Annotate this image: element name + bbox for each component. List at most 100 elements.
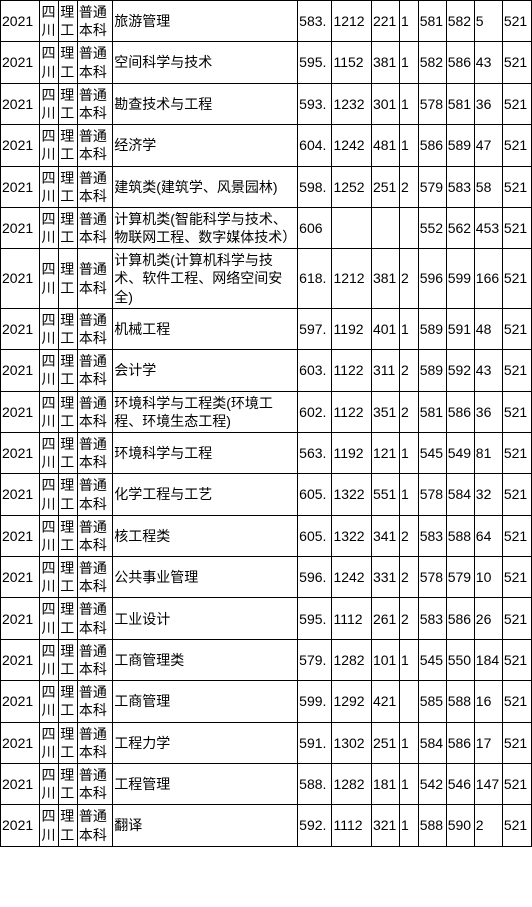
cell-c5: 582 [418, 42, 446, 83]
cell-c6: 550 [446, 639, 474, 680]
cell-c3: 251 [371, 722, 399, 763]
cell-prov: 四川 [40, 207, 59, 248]
cell-c4: 1 [399, 722, 418, 763]
cell-c4: 2 [399, 249, 418, 309]
cell-c7: 64 [474, 515, 502, 556]
cell-prov: 四川 [40, 125, 59, 166]
cell-c1: 602. [298, 391, 332, 432]
cell-year: 2021 [1, 42, 40, 83]
cell-batch: 普通本科 [77, 598, 112, 639]
cell-c3: 101 [371, 639, 399, 680]
cell-batch: 普通本科 [77, 125, 112, 166]
table-row: 2021四川理工普通本科工业设计595.1112261258358626521 [1, 598, 532, 639]
cell-c2: 1242 [332, 557, 371, 598]
cell-c6: 588 [446, 681, 474, 722]
cell-c5: 584 [418, 722, 446, 763]
cell-c1: 593. [298, 83, 332, 124]
cell-c7: 43 [474, 350, 502, 391]
cell-c3: 121 [371, 432, 399, 473]
cell-c4 [399, 207, 418, 248]
table-row: 2021四川理工普通本科会计学603.1122311258959243521 [1, 350, 532, 391]
cell-c7: 36 [474, 83, 502, 124]
cell-c8: 521 [502, 805, 531, 846]
table-row: 2021四川理工普通本科空间科学与技术595.11523811582586435… [1, 42, 532, 83]
cell-c4 [399, 681, 418, 722]
cell-c2 [332, 207, 371, 248]
table-row: 2021四川理工普通本科经济学604.1242481158658947521 [1, 125, 532, 166]
cell-major: 建筑类(建筑学、风景园林) [113, 166, 298, 207]
cell-batch: 普通本科 [77, 557, 112, 598]
table-row: 2021四川理工普通本科工商管理类579.1282101154555018452… [1, 639, 532, 680]
cell-c1: 604. [298, 125, 332, 166]
cell-sci: 理工 [59, 763, 78, 804]
cell-prov: 四川 [40, 308, 59, 349]
cell-prov: 四川 [40, 598, 59, 639]
cell-c7: 147 [474, 763, 502, 804]
cell-batch: 普通本科 [77, 474, 112, 515]
cell-c6: 581 [446, 83, 474, 124]
cell-c6: 583 [446, 166, 474, 207]
table-row: 2021四川理工普通本科翻译592.111232115885902521 [1, 805, 532, 846]
cell-c3: 261 [371, 598, 399, 639]
cell-c1: 605. [298, 474, 332, 515]
cell-c8: 521 [502, 432, 531, 473]
cell-c3: 481 [371, 125, 399, 166]
cell-year: 2021 [1, 125, 40, 166]
cell-major: 工程管理 [113, 763, 298, 804]
cell-sci: 理工 [59, 598, 78, 639]
cell-c6: 592 [446, 350, 474, 391]
cell-prov: 四川 [40, 391, 59, 432]
table-row: 2021四川理工普通本科计算机类(智能科学与技术、物联网工程、数字媒体技术）60… [1, 207, 532, 248]
cell-prov: 四川 [40, 432, 59, 473]
cell-c6: 586 [446, 42, 474, 83]
cell-c7: 48 [474, 308, 502, 349]
cell-year: 2021 [1, 1, 40, 42]
cell-c2: 1112 [332, 805, 371, 846]
cell-batch: 普通本科 [77, 350, 112, 391]
cell-major: 化学工程与工艺 [113, 474, 298, 515]
cell-major: 工商管理类 [113, 639, 298, 680]
cell-prov: 四川 [40, 350, 59, 391]
cell-c7: 26 [474, 598, 502, 639]
cell-c5: 589 [418, 308, 446, 349]
cell-c3: 301 [371, 83, 399, 124]
cell-c2: 1152 [332, 42, 371, 83]
cell-prov: 四川 [40, 42, 59, 83]
cell-sci: 理工 [59, 515, 78, 556]
cell-c7: 47 [474, 125, 502, 166]
cell-batch: 普通本科 [77, 805, 112, 846]
cell-c5: 596 [418, 249, 446, 309]
cell-c3: 381 [371, 42, 399, 83]
cell-major: 公共事业管理 [113, 557, 298, 598]
cell-c1: 592. [298, 805, 332, 846]
cell-sci: 理工 [59, 308, 78, 349]
cell-c5: 578 [418, 83, 446, 124]
cell-c4: 1 [399, 83, 418, 124]
cell-c6: 591 [446, 308, 474, 349]
cell-c2: 1322 [332, 515, 371, 556]
cell-year: 2021 [1, 308, 40, 349]
cell-batch: 普通本科 [77, 1, 112, 42]
cell-c7: 58 [474, 166, 502, 207]
cell-c8: 521 [502, 207, 531, 248]
cell-sci: 理工 [59, 207, 78, 248]
cell-c4: 1 [399, 763, 418, 804]
cell-c7: 166 [474, 249, 502, 309]
cell-major: 旅游管理 [113, 1, 298, 42]
cell-c2: 1212 [332, 249, 371, 309]
cell-batch: 普通本科 [77, 308, 112, 349]
cell-c2: 1212 [332, 1, 371, 42]
cell-batch: 普通本科 [77, 515, 112, 556]
cell-year: 2021 [1, 391, 40, 432]
cell-sci: 理工 [59, 432, 78, 473]
cell-sci: 理工 [59, 805, 78, 846]
cell-c8: 521 [502, 515, 531, 556]
cell-c5: 552 [418, 207, 446, 248]
cell-c8: 521 [502, 557, 531, 598]
cell-batch: 普通本科 [77, 639, 112, 680]
cell-c3: 401 [371, 308, 399, 349]
cell-c8: 521 [502, 125, 531, 166]
cell-major: 机械工程 [113, 308, 298, 349]
cell-batch: 普通本科 [77, 763, 112, 804]
cell-c6: 579 [446, 557, 474, 598]
